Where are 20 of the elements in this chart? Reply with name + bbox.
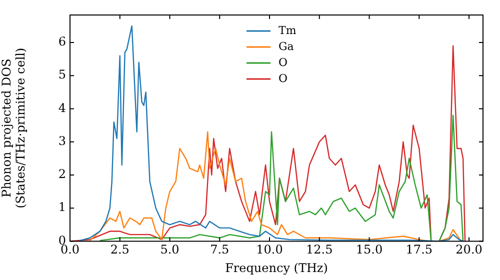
x-axis-title: Frequency (THz) [225,260,328,275]
x-tick-label: 2.5 [110,242,130,257]
x-tick-label: 17.5 [406,242,433,257]
y-tick-label: 3 [58,134,66,148]
y-tick-label: 1 [58,200,66,214]
legend-label: Ga [278,40,294,53]
x-tick-label: 5.0 [160,242,180,257]
y-tick-label: 6 [58,34,66,49]
x-tick-label: 20.0 [456,242,482,257]
legend-label: O [278,72,288,85]
y-tick-label: 5 [58,68,66,82]
y-tick-label: 2 [58,167,66,182]
legend-label: Tm [278,24,297,37]
x-tick-label: 15.0 [356,242,383,257]
y-tick-label: 4 [58,100,66,115]
y-axis-title: Phonon projected DOS (States/THz·primitive cell) [0,48,28,208]
x-tick-label: 7.5 [210,242,230,257]
x-tick-label: 10.0 [256,242,283,257]
x-tick-label: 12.5 [306,242,333,257]
legend-label: O [278,56,288,69]
